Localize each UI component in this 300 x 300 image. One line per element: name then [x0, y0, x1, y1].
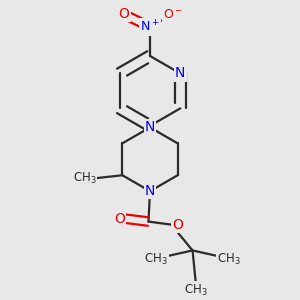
- Text: N: N: [145, 184, 155, 198]
- Text: O: O: [119, 7, 130, 21]
- Text: N: N: [145, 120, 155, 134]
- Text: N: N: [175, 66, 185, 80]
- Text: CH$_3$: CH$_3$: [73, 171, 96, 186]
- Text: N$^+$: N$^+$: [140, 20, 160, 35]
- Text: O$^-$: O$^-$: [163, 8, 183, 21]
- Text: CH$_3$: CH$_3$: [144, 252, 168, 267]
- Text: O: O: [114, 212, 125, 226]
- Text: CH$_3$: CH$_3$: [184, 282, 207, 298]
- Text: O: O: [172, 218, 183, 232]
- Text: CH$_3$: CH$_3$: [217, 252, 241, 267]
